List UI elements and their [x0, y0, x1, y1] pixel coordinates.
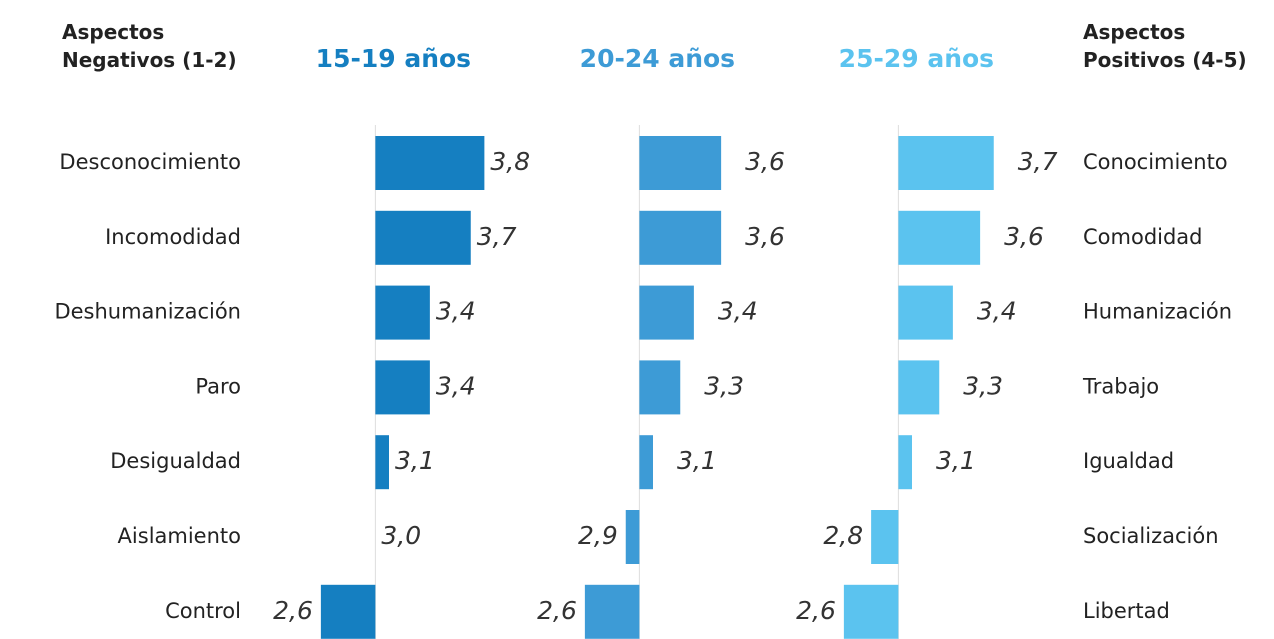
category-label-right: Libertad — [1083, 599, 1170, 623]
series-title: 20-24 años — [580, 44, 735, 73]
category-label-right: Comodidad — [1083, 225, 1203, 249]
bar — [843, 584, 899, 639]
right-header: Aspectos Positivos (4-5) — [1083, 20, 1247, 72]
value-label: 3,3 — [963, 371, 1003, 400]
bar — [375, 136, 485, 190]
value-label: 3,1 — [936, 446, 976, 475]
value-label: 3,6 — [745, 147, 785, 176]
value-label: 3,7 — [1018, 147, 1058, 176]
bar — [871, 510, 899, 564]
series-title: 15-19 años — [316, 44, 471, 73]
bar — [898, 360, 940, 415]
bar — [320, 584, 376, 639]
category-label: Deshumanización — [54, 300, 241, 324]
category-label-right: Igualdad — [1083, 449, 1174, 473]
category-label: Desigualdad — [110, 449, 241, 473]
bar — [584, 584, 640, 639]
bar — [898, 435, 912, 490]
bar — [639, 360, 681, 415]
value-label: 3,1 — [395, 446, 435, 475]
value-label: 3,4 — [977, 297, 1017, 326]
value-label: 3,4 — [436, 371, 476, 400]
bar — [898, 210, 981, 265]
value-label: 2,6 — [537, 596, 577, 625]
bar — [375, 360, 430, 415]
value-label: 3,8 — [490, 147, 530, 176]
category-label-right: Humanización — [1083, 300, 1232, 324]
value-label: 3,6 — [1004, 222, 1044, 251]
value-label: 3,4 — [718, 297, 758, 326]
value-label: 2,6 — [273, 596, 313, 625]
value-label: 2,6 — [796, 596, 836, 625]
value-label: 3,3 — [704, 371, 744, 400]
value-label: 3,0 — [381, 521, 421, 550]
left-header: Aspectos Negativos (1-2) — [62, 20, 237, 72]
category-label: Paro — [195, 374, 241, 398]
bar — [375, 435, 389, 490]
value-label: 3,6 — [745, 222, 785, 251]
value-label: 3,7 — [477, 222, 517, 251]
bar — [375, 285, 430, 340]
bar — [639, 210, 722, 265]
value-label: 2,9 — [578, 521, 618, 550]
value-label: 3,4 — [436, 297, 476, 326]
bar — [898, 285, 953, 340]
bar — [625, 510, 640, 564]
series-title: 25-29 años — [839, 44, 994, 73]
category-label: Incomodidad — [105, 225, 241, 249]
value-label: 3,1 — [677, 446, 717, 475]
bar — [639, 435, 653, 490]
category-label-right: Conocimiento — [1083, 150, 1228, 174]
category-label: Aislamiento — [118, 524, 241, 548]
value-label: 2,8 — [823, 521, 863, 550]
bar — [639, 136, 722, 190]
category-label-right: Socialización — [1083, 524, 1219, 548]
bar — [375, 210, 471, 265]
category-label-right: Trabajo — [1082, 374, 1159, 398]
category-label: Control — [165, 599, 241, 623]
bar — [639, 285, 694, 340]
category-label: Desconocimiento — [59, 150, 241, 174]
bar — [898, 136, 994, 190]
